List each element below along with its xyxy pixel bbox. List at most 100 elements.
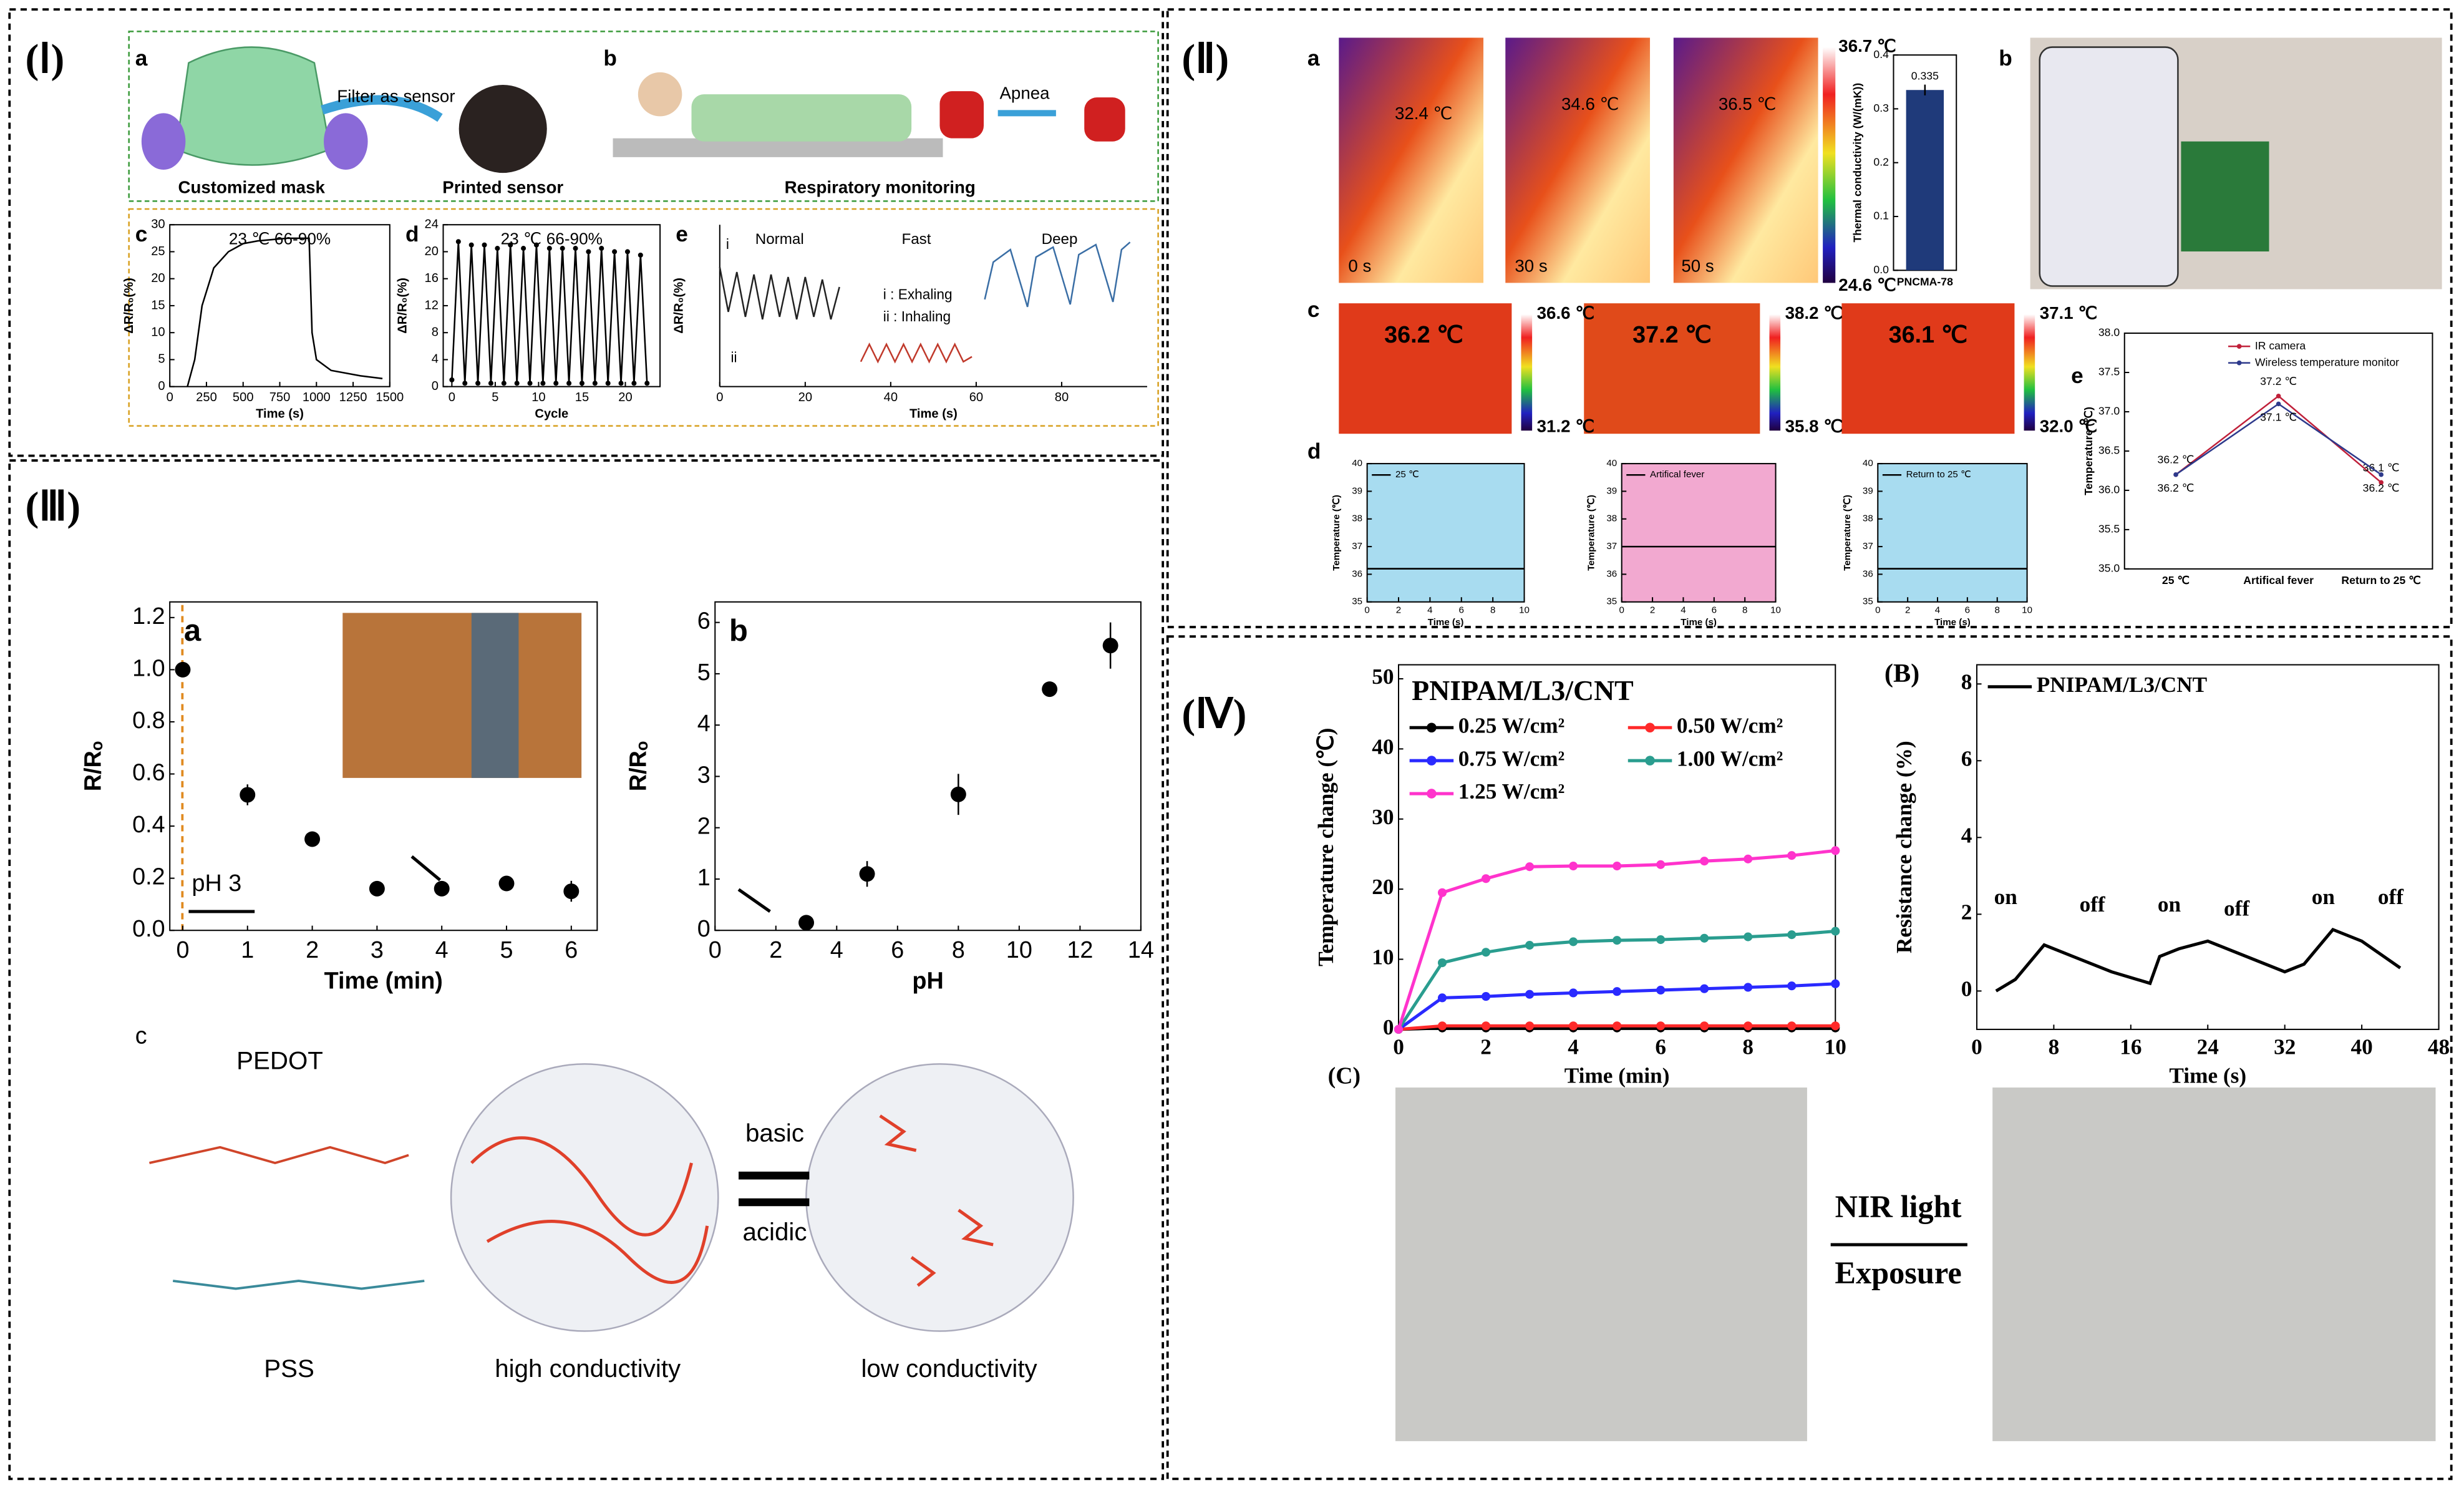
y-tick-label: 35.5	[2098, 523, 2120, 535]
y-tick-label: 39	[1352, 485, 1362, 496]
y-tick-label: 35	[1863, 596, 1873, 607]
data-point	[1394, 1024, 1404, 1034]
y-axis-label: Temperature (℃)	[1842, 495, 1853, 571]
legend-marker	[1645, 756, 1655, 766]
y-tick-label: 40	[1352, 458, 1362, 469]
legend-label: PNIPAM/L3/CNT	[2037, 673, 2208, 697]
y-tick-label: 38	[1863, 513, 1873, 524]
plot-area	[1877, 463, 2028, 603]
data-point	[495, 246, 500, 251]
legend-label: 25 ℃	[1395, 469, 1419, 480]
mask-illustration	[175, 46, 331, 166]
x-tick-label: 0	[716, 391, 723, 404]
photo	[1992, 1087, 2436, 1441]
thermal-image	[1339, 37, 1484, 283]
plot-area	[714, 601, 1142, 931]
colorbar-label: 35.8 ℃	[1785, 416, 1843, 435]
alarm-illustration	[939, 91, 984, 139]
x-tick-label: 40	[2350, 1035, 2372, 1059]
x-axis-label: Time (s)	[909, 407, 958, 421]
y-tick-label: 39	[1606, 485, 1617, 496]
legend-marker	[2236, 344, 2242, 349]
data-point	[2276, 393, 2281, 399]
panel-letter: b	[603, 46, 617, 71]
y-tick-label: 39	[1863, 485, 1873, 496]
legend-marker	[2236, 360, 2242, 366]
data-point	[1744, 854, 1753, 863]
panel-frame	[128, 208, 1159, 427]
panel-frame	[128, 31, 1159, 202]
colorbar-label: 24.6 ℃	[1838, 275, 1896, 294]
legend-label: 0.50 W/cm²	[1677, 713, 1783, 737]
y-tick-label: 25	[151, 245, 165, 258]
x-category-label: PNCMA-78	[1897, 275, 1953, 288]
x-tick-label: 6	[1712, 605, 1717, 615]
series-line	[1995, 927, 2402, 993]
x-tick-label: 1	[241, 937, 254, 963]
data-point	[553, 381, 559, 386]
x-tick-label: 4	[435, 937, 449, 963]
thermal-image	[1673, 37, 1818, 283]
data-point	[1700, 1021, 1709, 1031]
data-point	[1482, 874, 1491, 883]
x-tick-label: 8	[2049, 1035, 2060, 1059]
colorbar-label: 31.2 ℃	[1537, 416, 1595, 435]
label: low conductivity	[861, 1354, 1037, 1383]
data-point	[1613, 987, 1622, 996]
annotation: i	[726, 236, 729, 252]
arrow	[737, 888, 771, 913]
panel-letter: c	[135, 1023, 147, 1049]
x-axis-label: Time (s)	[1428, 617, 1464, 628]
data-point	[462, 381, 468, 386]
bar	[1906, 90, 1944, 271]
y-tick-label: 0.4	[1873, 48, 1889, 61]
x-tick-label: 10	[1006, 937, 1032, 963]
plot-area	[1366, 463, 1525, 603]
x-tick-label: 6	[1965, 605, 1970, 615]
alarm-illustration	[1084, 97, 1125, 142]
annotation: ii	[730, 349, 737, 365]
annotation: pH 3	[192, 870, 241, 897]
x-tick-label: 6	[1655, 1035, 1666, 1059]
y-axis-label: Temperature (℃)	[2082, 407, 2095, 495]
label: acidic	[742, 1218, 807, 1246]
plot-area	[1621, 463, 1777, 603]
y-tick-label: 10	[151, 326, 165, 339]
y-tick-label: 38	[1352, 513, 1362, 524]
section-frames	[8, 8, 2453, 1481]
person-illustration	[638, 72, 682, 117]
label: Apnea	[999, 83, 1050, 102]
series-line	[860, 342, 973, 364]
temp-label: 37.2 ℃	[1632, 322, 1711, 348]
y-tick-label: 35	[1606, 596, 1617, 607]
data-point	[1700, 933, 1709, 943]
section-label: (Ⅳ)	[1181, 692, 1246, 737]
y-tick-label: 0	[697, 916, 711, 942]
annotation: off	[2224, 896, 2250, 920]
data-point	[560, 246, 565, 251]
x-axis-label: Time (s)	[1681, 617, 1717, 628]
bed-illustration	[691, 94, 912, 142]
y-tick-label: 15	[151, 298, 165, 312]
mask-filter	[324, 113, 368, 170]
data-point	[501, 381, 507, 386]
plot-area	[1976, 664, 2440, 1030]
label: Customized mask	[178, 178, 325, 197]
annotation: i : Exhaling	[883, 286, 953, 303]
arrow	[321, 95, 443, 122]
data-point	[1569, 988, 1578, 998]
x-tick-label: 4	[1427, 605, 1432, 615]
y-axis-label: Thermal conductivity (W/(mK))	[1851, 83, 1864, 243]
colorbar-label: 36.7 ℃	[1838, 36, 1896, 56]
x-axis-label: Time (s)	[2169, 1064, 2246, 1088]
data-point	[1831, 979, 1840, 988]
x-tick-label: 20	[618, 391, 632, 404]
colorbar-label: 38.2 ℃	[1785, 303, 1843, 323]
chart-title: b	[729, 614, 748, 648]
network-illustration	[805, 1063, 1074, 1332]
data-point	[612, 249, 618, 255]
x-tick-label: 0	[1875, 605, 1880, 615]
x-tick-label: 6	[891, 937, 904, 963]
y-tick-label: 0	[1383, 1015, 1394, 1039]
